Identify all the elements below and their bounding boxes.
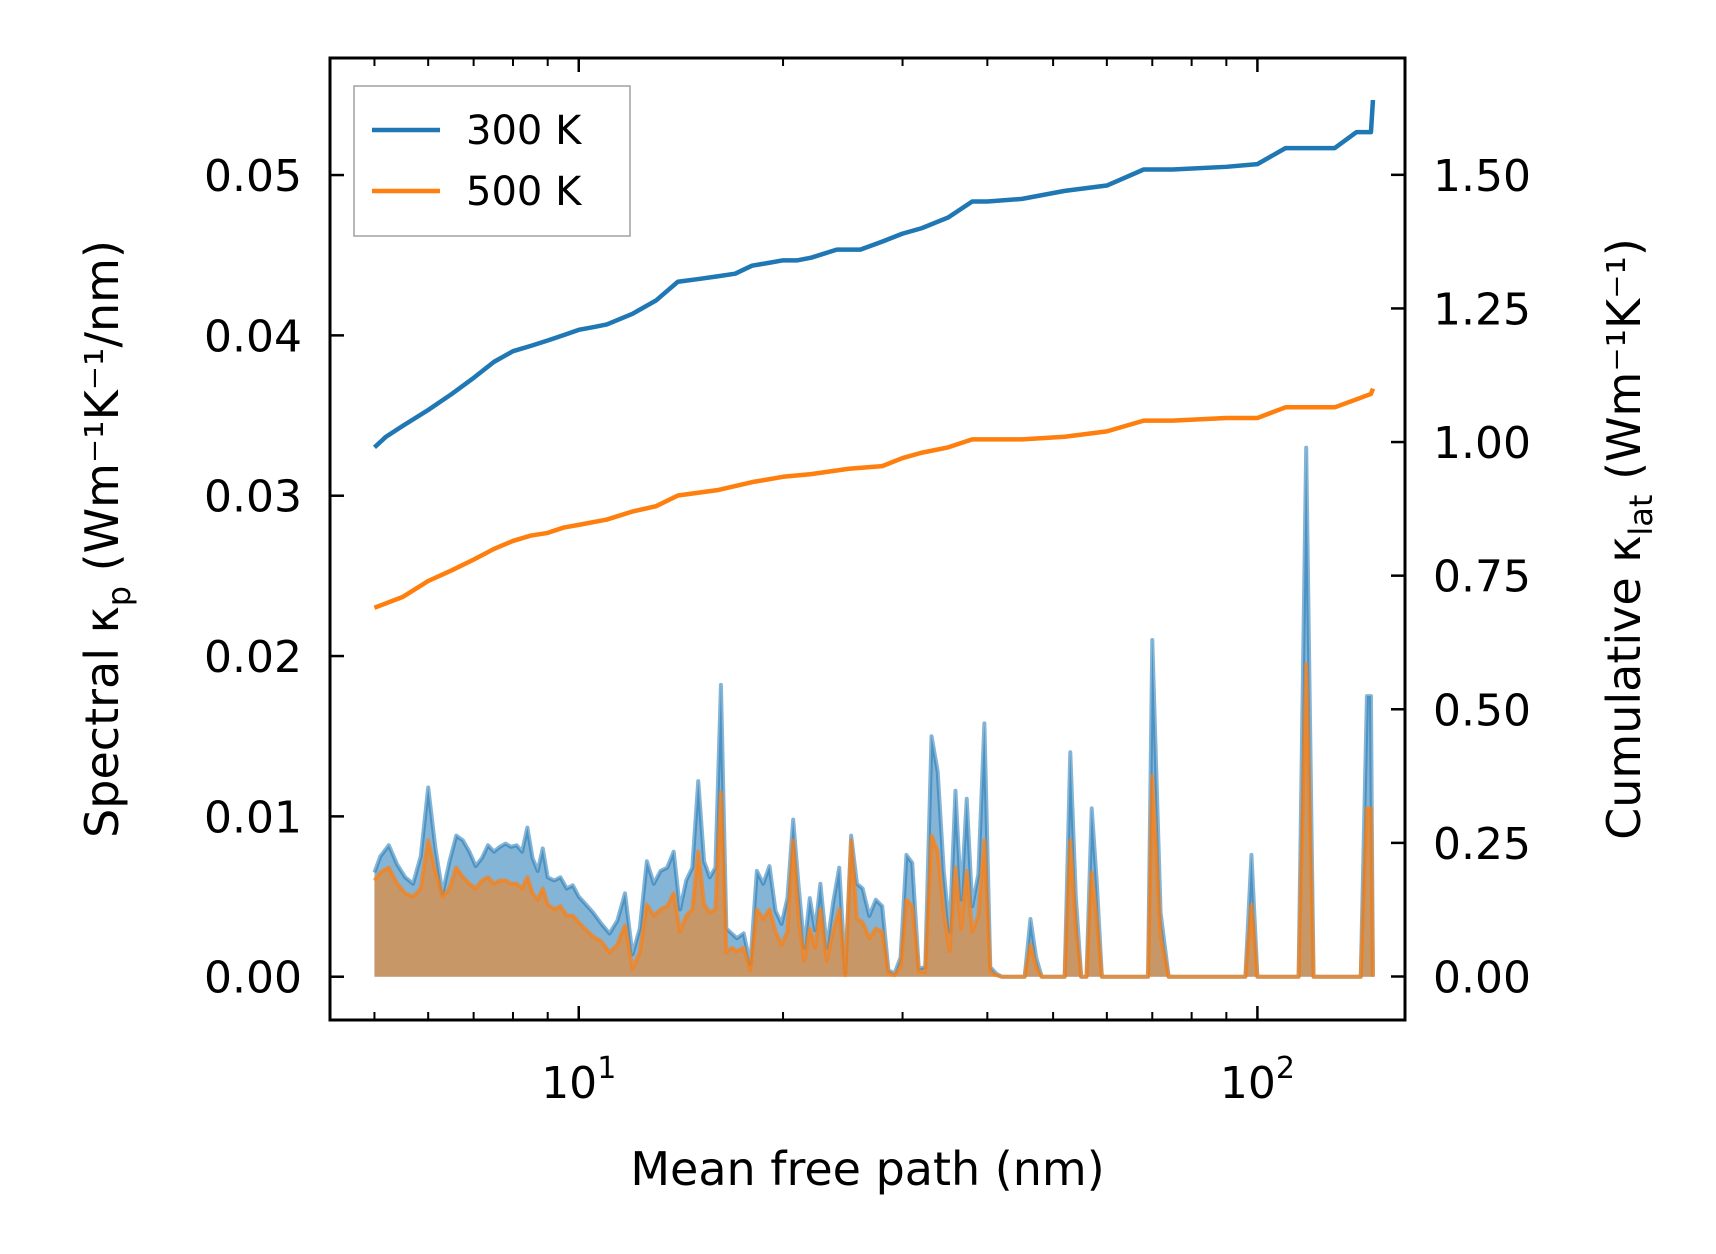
plot-frame [328, 56, 1407, 1022]
cumulative-line-500k [373, 387, 1376, 610]
legend: 300 K 500 K [353, 85, 631, 237]
spectral-fill-layer [372, 445, 1375, 979]
axis-labels-layer: Mean free path (nm) Spectral κp (Wm⁻¹K⁻¹/… [75, 238, 1660, 1196]
spectral-area-500k [374, 664, 1373, 977]
y-left-axis-title: Spectral κp (Wm⁻¹K⁻¹/nm) [75, 240, 138, 838]
y-right-tick-label: 0.50 [1433, 685, 1531, 736]
x-axis-title: Mean free path (nm) [630, 1142, 1104, 1196]
cumulative-line-layer [372, 99, 1376, 610]
y-right-tick-label: 0.75 [1433, 552, 1531, 603]
legend-box [353, 85, 631, 237]
legend-label-500k: 500 K [466, 169, 583, 215]
cumulative-line-300k [372, 99, 1376, 450]
y-left-tick-label: 0.04 [204, 311, 302, 362]
y-right-tick-label: 1.25 [1433, 284, 1531, 335]
legend-label-300k: 300 K [466, 108, 583, 154]
x-tick-label: 102 [1220, 1051, 1295, 1109]
y-right-tick-label: 0.00 [1433, 952, 1531, 1003]
y-left-tick-label: 0.03 [204, 472, 302, 523]
y-right-tick-label: 1.50 [1433, 151, 1531, 202]
y-right-tick-label: 1.00 [1433, 418, 1531, 469]
y-left-tick-label: 0.05 [204, 151, 302, 202]
y-left-tick-label: 0.02 [204, 632, 302, 683]
y-right-tick-label: 0.25 [1433, 819, 1531, 870]
axes-layer: 101 102 0.00 0.01 0.02 0.03 0.04 0.05 0.00 0.25 0.… [204, 56, 1531, 1109]
y-left-tick-label: 0.01 [204, 792, 302, 843]
x-tick-label: 101 [541, 1051, 616, 1109]
y-left-tick-label: 0.00 [204, 953, 302, 1004]
spectral-line-500k [372, 662, 1375, 979]
y-right-axis-title: Cumulative κlat (Wm⁻¹K⁻¹) [1597, 238, 1660, 840]
